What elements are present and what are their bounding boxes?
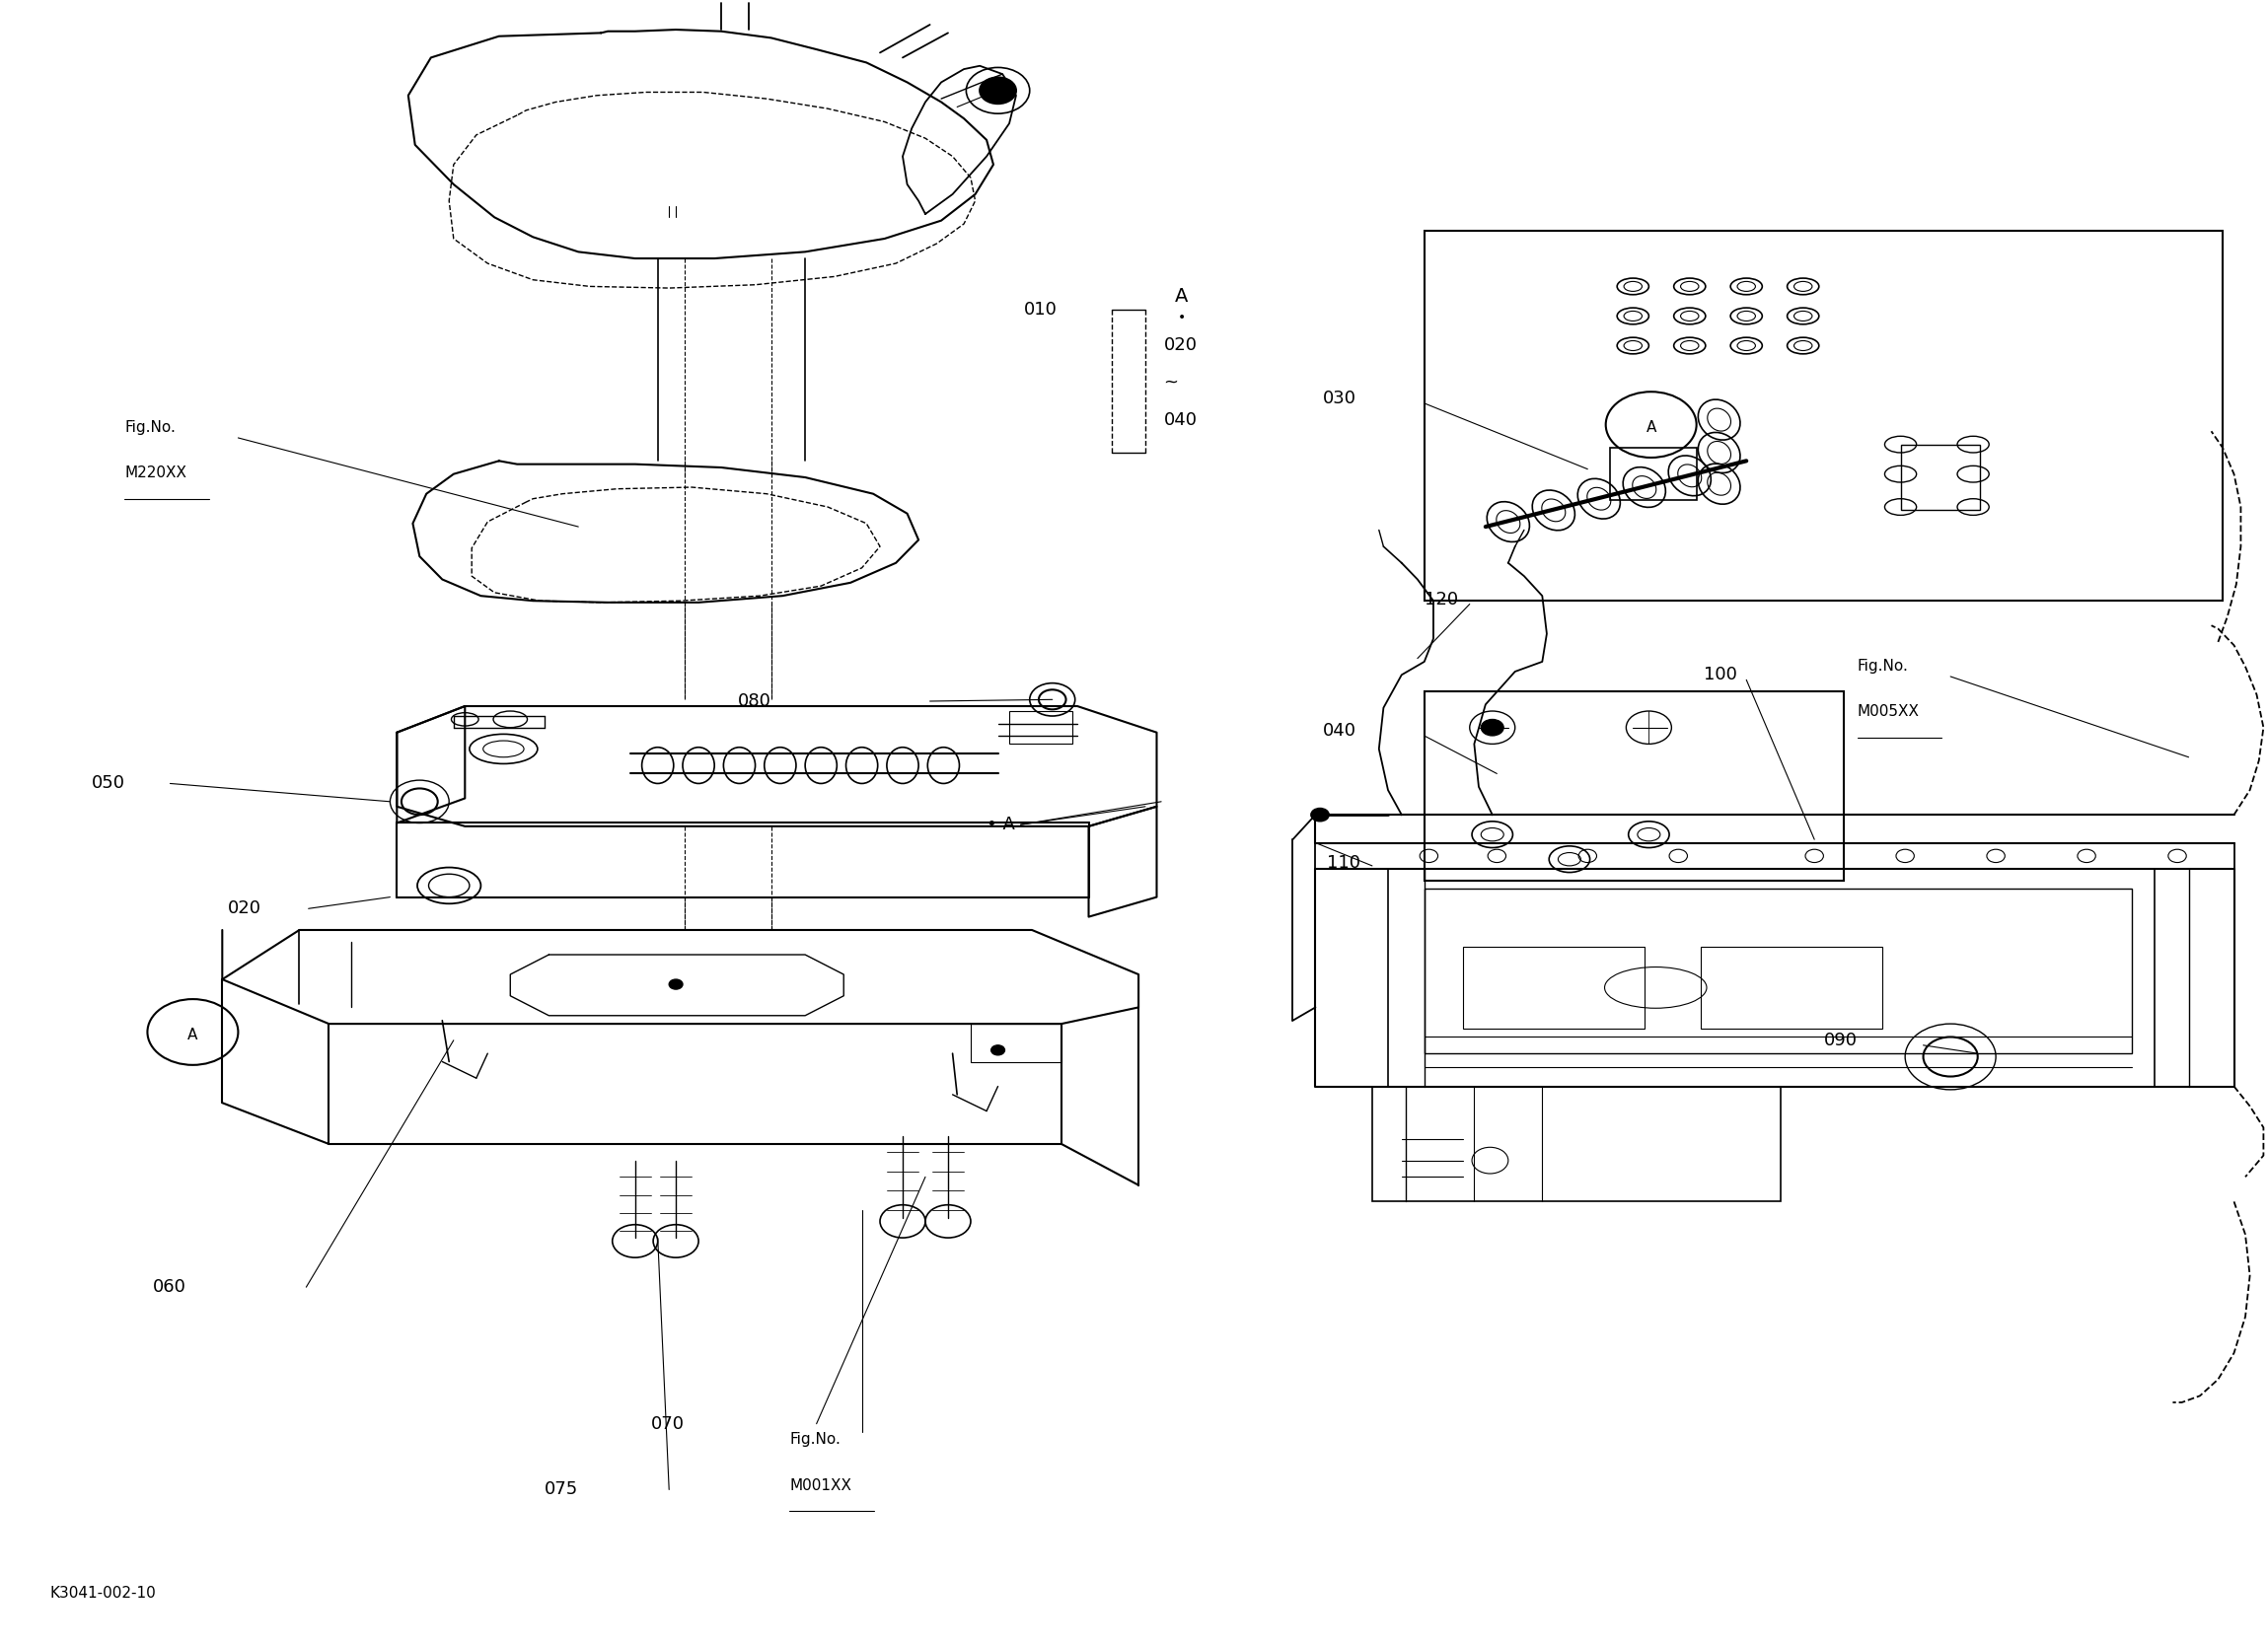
Text: 060: 060 [152,1279,186,1295]
Bar [1424,230,2223,601]
Text: A: A [1647,421,1656,435]
Text: 010: 010 [1023,301,1057,318]
Circle shape [1311,808,1329,821]
Text: 110: 110 [1327,854,1361,871]
Circle shape [1481,719,1504,736]
Text: Fig.No.: Fig.No. [1857,658,1910,673]
Text: M220XX: M220XX [125,466,186,481]
Bar [1463,946,1644,1029]
Text: • A: • A [987,816,1016,833]
Text: 020: 020 [227,900,261,917]
Text: M005XX: M005XX [1857,704,1919,719]
Text: 040: 040 [1322,723,1356,739]
Text: 030: 030 [1322,390,1356,407]
Bar [1372,1086,1780,1202]
Circle shape [980,77,1016,104]
Bar [1701,946,1882,1029]
Text: 020: 020 [1163,337,1198,354]
Text: •: • [1177,311,1186,324]
Text: 100: 100 [1703,667,1737,683]
Text: 090: 090 [1823,1032,1857,1049]
Text: A: A [188,1029,197,1042]
Bar [1009,711,1073,744]
Bar [1610,448,1696,500]
Text: M001XX: M001XX [789,1478,850,1493]
Text: 080: 080 [737,693,771,709]
Text: 040: 040 [1163,412,1198,428]
Text: Fig.No.: Fig.No. [789,1432,841,1447]
Circle shape [991,1045,1005,1055]
Text: ~: ~ [1163,374,1179,390]
Circle shape [669,979,683,989]
Text: 120: 120 [1424,591,1458,607]
Bar [1901,444,1980,510]
Bar [1424,889,2132,1053]
Text: Fig.No.: Fig.No. [125,420,177,435]
Text: 075: 075 [544,1481,578,1498]
Text: K3041-002-10: K3041-002-10 [50,1587,156,1600]
Bar [1424,691,1844,881]
Text: A: A [1175,286,1188,306]
Text: 070: 070 [651,1416,685,1432]
Text: 050: 050 [91,775,125,792]
